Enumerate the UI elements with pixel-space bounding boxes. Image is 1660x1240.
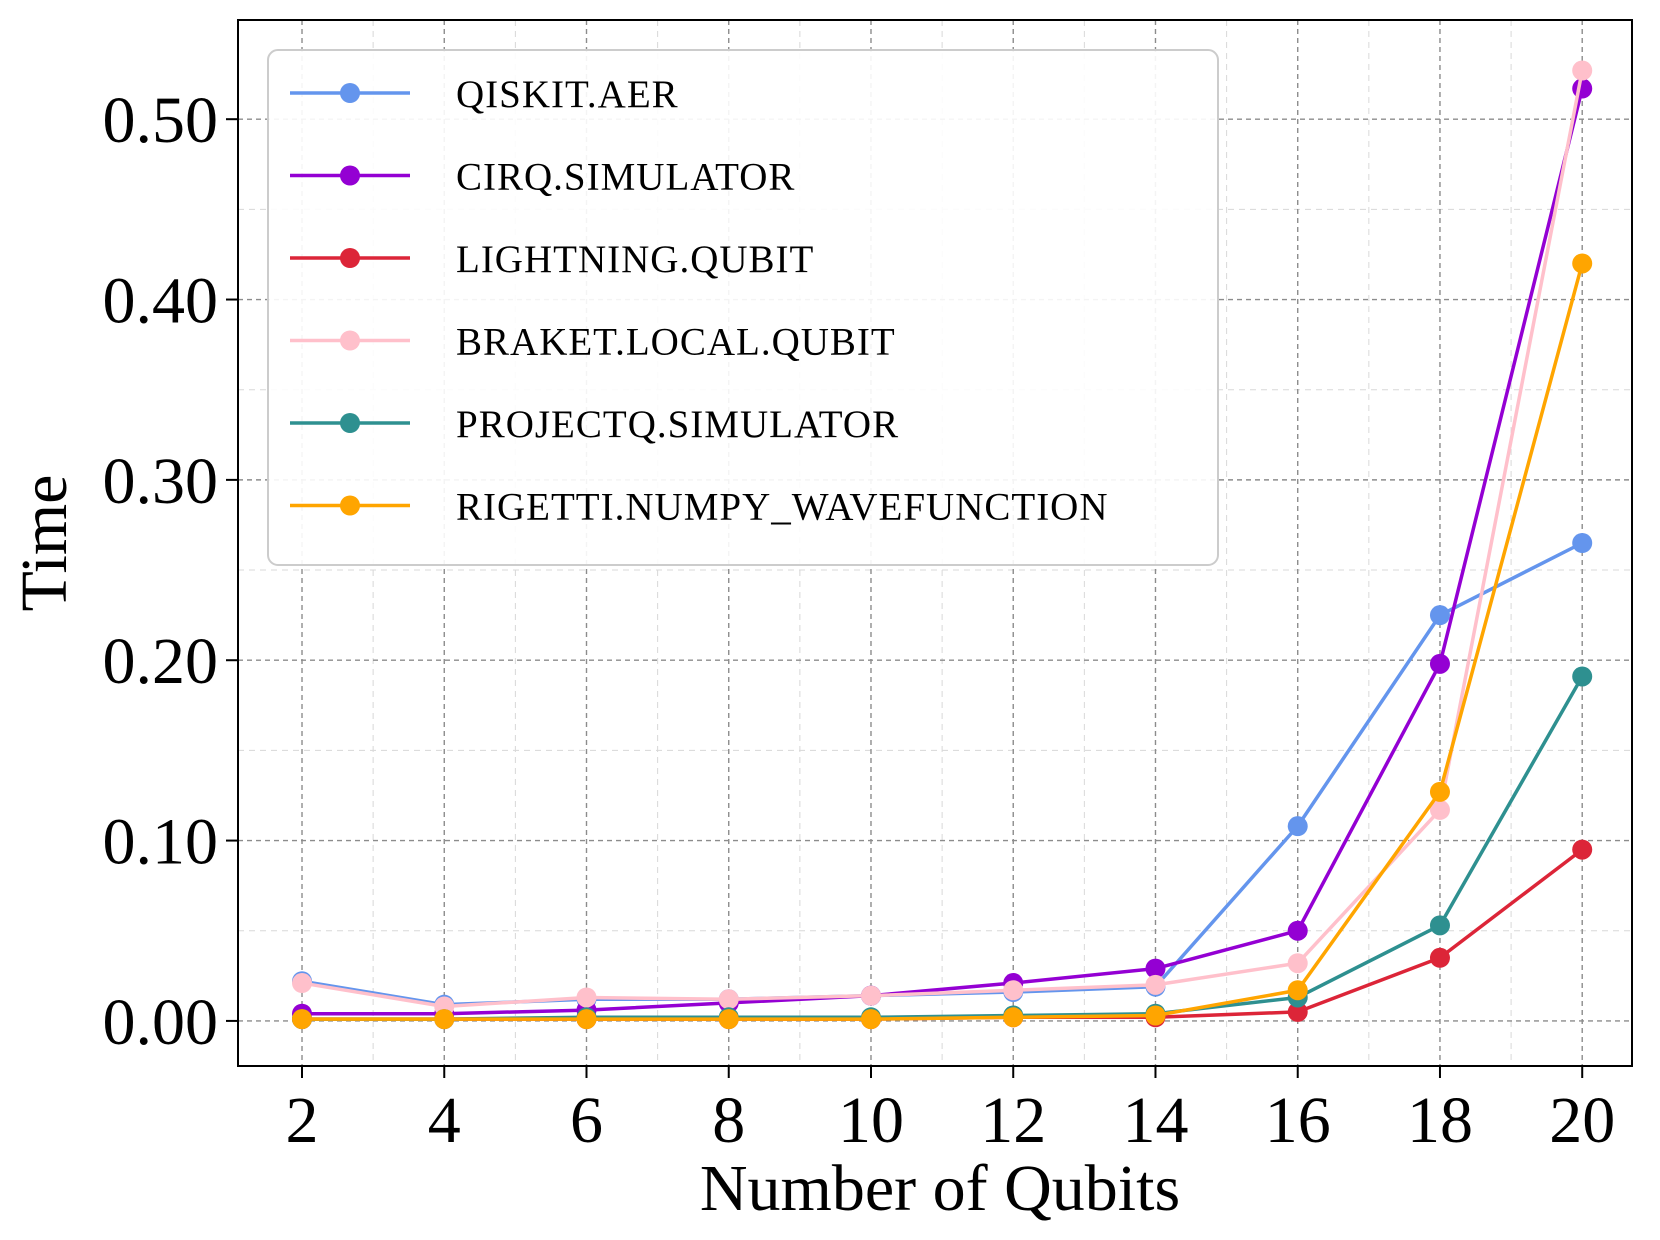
x-tick-label: 18 [1407,1084,1473,1157]
data-point [1429,653,1450,674]
data-point [1572,253,1593,274]
data-point [1287,980,1308,1001]
data-point [718,989,739,1010]
y-tick-label: 0.20 [103,625,219,698]
data-point [1572,666,1593,687]
data-point [576,987,597,1008]
plot-frame [237,19,1633,1067]
data-point [1429,605,1450,626]
data-point [1287,920,1308,941]
y-axis-label: Time [8,475,81,612]
legend-marker [340,330,360,351]
legend-item: RIGETTI.NUMPY_WAVEFUNCTION [290,486,1109,529]
series-line [301,70,1584,1009]
data-point [1003,980,1024,1001]
data-point [1429,799,1450,820]
series-5 [292,253,1593,1030]
legend-marker [340,413,360,433]
x-tick-label: 14 [1122,1084,1188,1157]
data-point [1429,947,1450,968]
x-axis: 2 4 6 8 10 12 14 16 18 20 [286,1066,1615,1157]
data-point [1572,839,1593,860]
y-axis: 0.00 0.10 0.20 0.30 0.40 0.50 [103,84,238,1059]
x-tick-label: 4 [428,1084,461,1157]
data-point [1145,974,1166,995]
data-point [292,1009,313,1030]
x-tick-label: 10 [838,1084,904,1157]
y-tick-label: 0.50 [103,84,219,157]
legend-label: CIRQ.SIMULATOR [456,156,795,199]
legend-box [267,49,1219,566]
data-point [718,1009,739,1030]
y-tick-label: 0.00 [103,986,219,1059]
data-point [1572,533,1593,553]
legend-label: BRAKET.LOCAL.QUBIT [456,321,896,364]
y-tick-label: 0.10 [103,806,219,879]
legend: QISKIT.AER CIRQ.SIMULATOR LIGHTNING.QUBIT B… [267,49,1219,566]
legend-label: QISKIT.AER [456,73,679,116]
data-point [1145,1005,1166,1026]
data-point [1572,78,1593,99]
y-tick-label: 0.40 [103,265,219,338]
data-point [860,1009,881,1030]
data-point [1287,953,1308,974]
series-line [302,263,1584,1021]
legend-item: PROJECTQ.SIMULATOR [290,403,899,446]
legend-marker [340,165,360,186]
x-tick-label: 20 [1549,1084,1615,1157]
data-point [1003,1007,1024,1028]
legend-marker [340,495,360,516]
x-tick-label: 8 [712,1084,745,1157]
y-tick-label: 0.30 [103,445,219,518]
data-point [1429,781,1450,802]
legend-item: CIRQ.SIMULATOR [290,156,795,199]
data-point [860,985,881,1006]
legend-item: QISKIT.AER [290,73,679,116]
series-layer [292,60,1593,1030]
x-axis-label: Number of Qubits [700,1152,1180,1225]
data-point [576,1009,597,1030]
x-tick-label: 16 [1265,1084,1331,1157]
legend-marker [340,83,360,103]
legend-label: PROJECTQ.SIMULATOR [456,403,899,446]
x-tick-label: 2 [286,1084,319,1157]
x-tick-label: 12 [980,1084,1046,1157]
data-point [1287,816,1308,837]
legend-label: LIGHTNING.QUBIT [456,238,814,281]
data-point [292,973,313,994]
x-tick-label: 6 [570,1084,603,1157]
data-point [1429,915,1450,936]
data-point [434,1009,455,1030]
legend-label: RIGETTI.NUMPY_WAVEFUNCTION [456,486,1109,529]
legend-item: BRAKET.LOCAL.QUBIT [290,321,896,364]
data-point [1572,60,1593,81]
series-line [302,88,1584,1016]
data-point [1287,1001,1308,1022]
data-point [1145,958,1166,979]
legend-marker [340,248,360,268]
legend-item: LIGHTNING.QUBIT [290,238,814,281]
